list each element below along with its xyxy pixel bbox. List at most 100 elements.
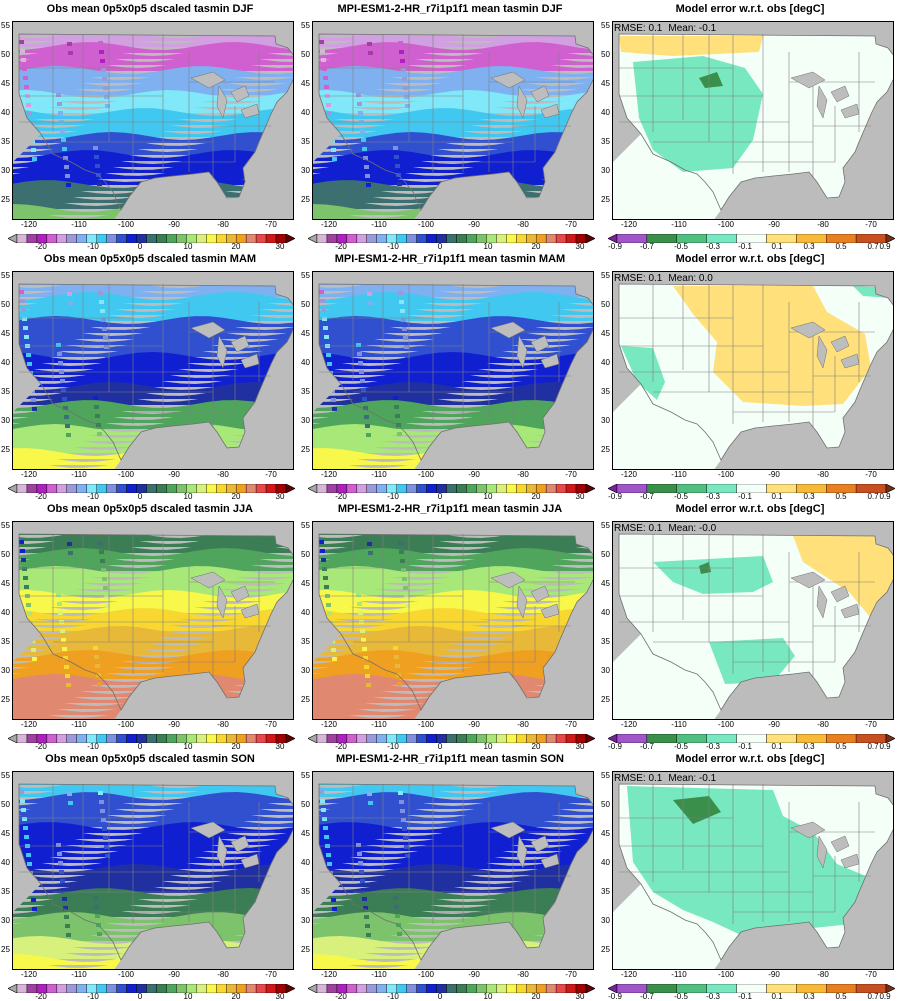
panel-son-temp-1: MPI-ESM1-2-HR_r7i1p1f1 mean tasmin SON 55… [300, 750, 600, 1001]
colorbar-label: 0.9 [879, 742, 891, 751]
lon-tick-label: -80 [517, 220, 529, 229]
colorbar-label: -0.7 [640, 992, 654, 1001]
colorbar-label: 0.5 [835, 742, 847, 751]
colorbar-label: 10 [183, 742, 193, 751]
error-stats: RMSE: 0.1 Mean: -0.1 [614, 773, 716, 784]
colorbar-label: 0.1 [771, 492, 783, 501]
lat-tick-label: 45 [601, 579, 610, 588]
colorbar-label: -20 [335, 492, 347, 501]
colorbar-label: -10 [87, 742, 99, 751]
lat-tick-label: 45 [1, 329, 10, 338]
lon-tick-label: -100 [417, 970, 435, 979]
colorbar-label: 10 [483, 992, 493, 1001]
colorbar-label: 20 [231, 742, 241, 751]
lon-tick-label: -90 [168, 720, 180, 729]
lat-tick-label: 55 [301, 271, 310, 280]
colorbar-label: -10 [87, 492, 99, 501]
colorbar-label: 0 [137, 992, 143, 1001]
colorbar-label: -0.5 [674, 742, 688, 751]
lat-tick-label: 35 [601, 387, 610, 396]
lon-tick-label: -80 [517, 720, 529, 729]
lon-tick-label: -120 [320, 720, 338, 729]
error-map [613, 772, 893, 969]
colorbar-label: -0.9 [608, 242, 622, 251]
lat-tick-label: 40 [601, 608, 610, 617]
lon-tick-label: -100 [417, 720, 435, 729]
lon-tick-label: -120 [320, 470, 338, 479]
lat-tick-label: 25 [301, 195, 310, 204]
lat-tick-label: 25 [1, 695, 10, 704]
lat-tick-label: 45 [301, 79, 310, 88]
colorbar-label: 20 [231, 242, 241, 251]
rmse-value: RMSE: 0.1 [614, 523, 663, 534]
temperature-map [313, 22, 593, 219]
lon-tick-label: -70 [265, 720, 277, 729]
lon-tick-label: -70 [565, 720, 577, 729]
colorbar-label: -0.5 [674, 492, 688, 501]
lat-tick-label: 45 [601, 329, 610, 338]
colorbar [8, 984, 295, 993]
mean-value: Mean: -0.0 [668, 523, 717, 534]
rmse-value: RMSE: 0.1 [614, 23, 663, 34]
colorbar-label: 10 [483, 492, 493, 501]
lon-tick-label: -70 [865, 720, 877, 729]
lon-tick-label: -110 [671, 970, 687, 979]
lat-tick-label: 25 [301, 695, 310, 704]
colorbar-label: 0.3 [803, 492, 815, 501]
colorbar-label: 0.5 [835, 492, 847, 501]
lon-tick-label: -120 [620, 970, 638, 979]
lon-tick-label: -110 [71, 970, 87, 979]
temperature-map [313, 772, 593, 969]
lon-tick-label: -100 [117, 220, 135, 229]
lat-tick-label: 30 [601, 166, 610, 175]
error-stats: RMSE: 0.1 Mean: 0.0 [614, 273, 713, 284]
colorbar-label: 0.7 [867, 242, 879, 251]
colorbar [608, 484, 895, 493]
lon-tick-label: -70 [565, 220, 577, 229]
colorbar-label: 30 [275, 242, 285, 251]
lat-tick-label: 55 [1, 271, 10, 280]
colorbar-label: 30 [575, 242, 585, 251]
lat-tick-label: 30 [1, 666, 10, 675]
lon-tick-label: -70 [265, 220, 277, 229]
lon-tick-label: -100 [717, 470, 735, 479]
rmse-value: RMSE: 0.1 [614, 773, 663, 784]
lat-tick-label: 30 [301, 416, 310, 425]
lon-tick-label: -100 [417, 470, 435, 479]
colorbar-label: -20 [35, 742, 47, 751]
colorbar-label: -20 [335, 992, 347, 1001]
lat-tick-label: 45 [1, 579, 10, 588]
colorbar-label: 30 [575, 492, 585, 501]
lat-tick-label: 35 [301, 137, 310, 146]
panel-title: MPI-ESM1-2-HR_r7i1p1f1 mean tasmin MAM [334, 253, 566, 265]
colorbar [308, 234, 595, 243]
colorbar-label: 0.7 [867, 992, 879, 1001]
colorbar-label: -0.7 [640, 492, 654, 501]
lat-tick-label: 55 [1, 21, 10, 30]
panel-mam-temp-0: Obs mean 0p5x0p5 dscaled tasmin MAM 55 50 4… [0, 250, 300, 501]
panel-son-err-2: Model error w.r.t. obs [degC] RMSE: 0.1 Me… [600, 750, 900, 1001]
colorbar-label: 10 [483, 742, 493, 751]
mean-value: Mean: 0.0 [668, 273, 713, 284]
colorbar-label: 20 [231, 992, 241, 1001]
panel-title: MPI-ESM1-2-HR_r7i1p1f1 mean tasmin DJF [337, 3, 563, 15]
colorbar [308, 734, 595, 743]
colorbar-label: 30 [275, 492, 285, 501]
lon-tick-label: -90 [168, 970, 180, 979]
lat-tick-label: 55 [1, 521, 10, 530]
lon-tick-label: -110 [71, 220, 87, 229]
lon-tick-label: -120 [320, 220, 338, 229]
lat-tick-label: 40 [1, 358, 10, 367]
lon-tick-label: -110 [371, 720, 387, 729]
panel-djf-temp-0: Obs mean 0p5x0p5 dscaled tasmin DJF 55 50 4… [0, 0, 300, 251]
lon-tick-label: -70 [865, 470, 877, 479]
map-frame [312, 521, 594, 720]
lon-tick-label: -110 [71, 720, 87, 729]
panel-title: Obs mean 0p5x0p5 dscaled tasmin MAM [43, 253, 257, 265]
lon-tick-label: -110 [671, 220, 687, 229]
lat-tick-label: 50 [301, 50, 310, 59]
colorbar-label: -0.1 [738, 242, 752, 251]
error-stats: RMSE: 0.1 Mean: -0.1 [614, 23, 716, 34]
lat-tick-label: 40 [1, 858, 10, 867]
